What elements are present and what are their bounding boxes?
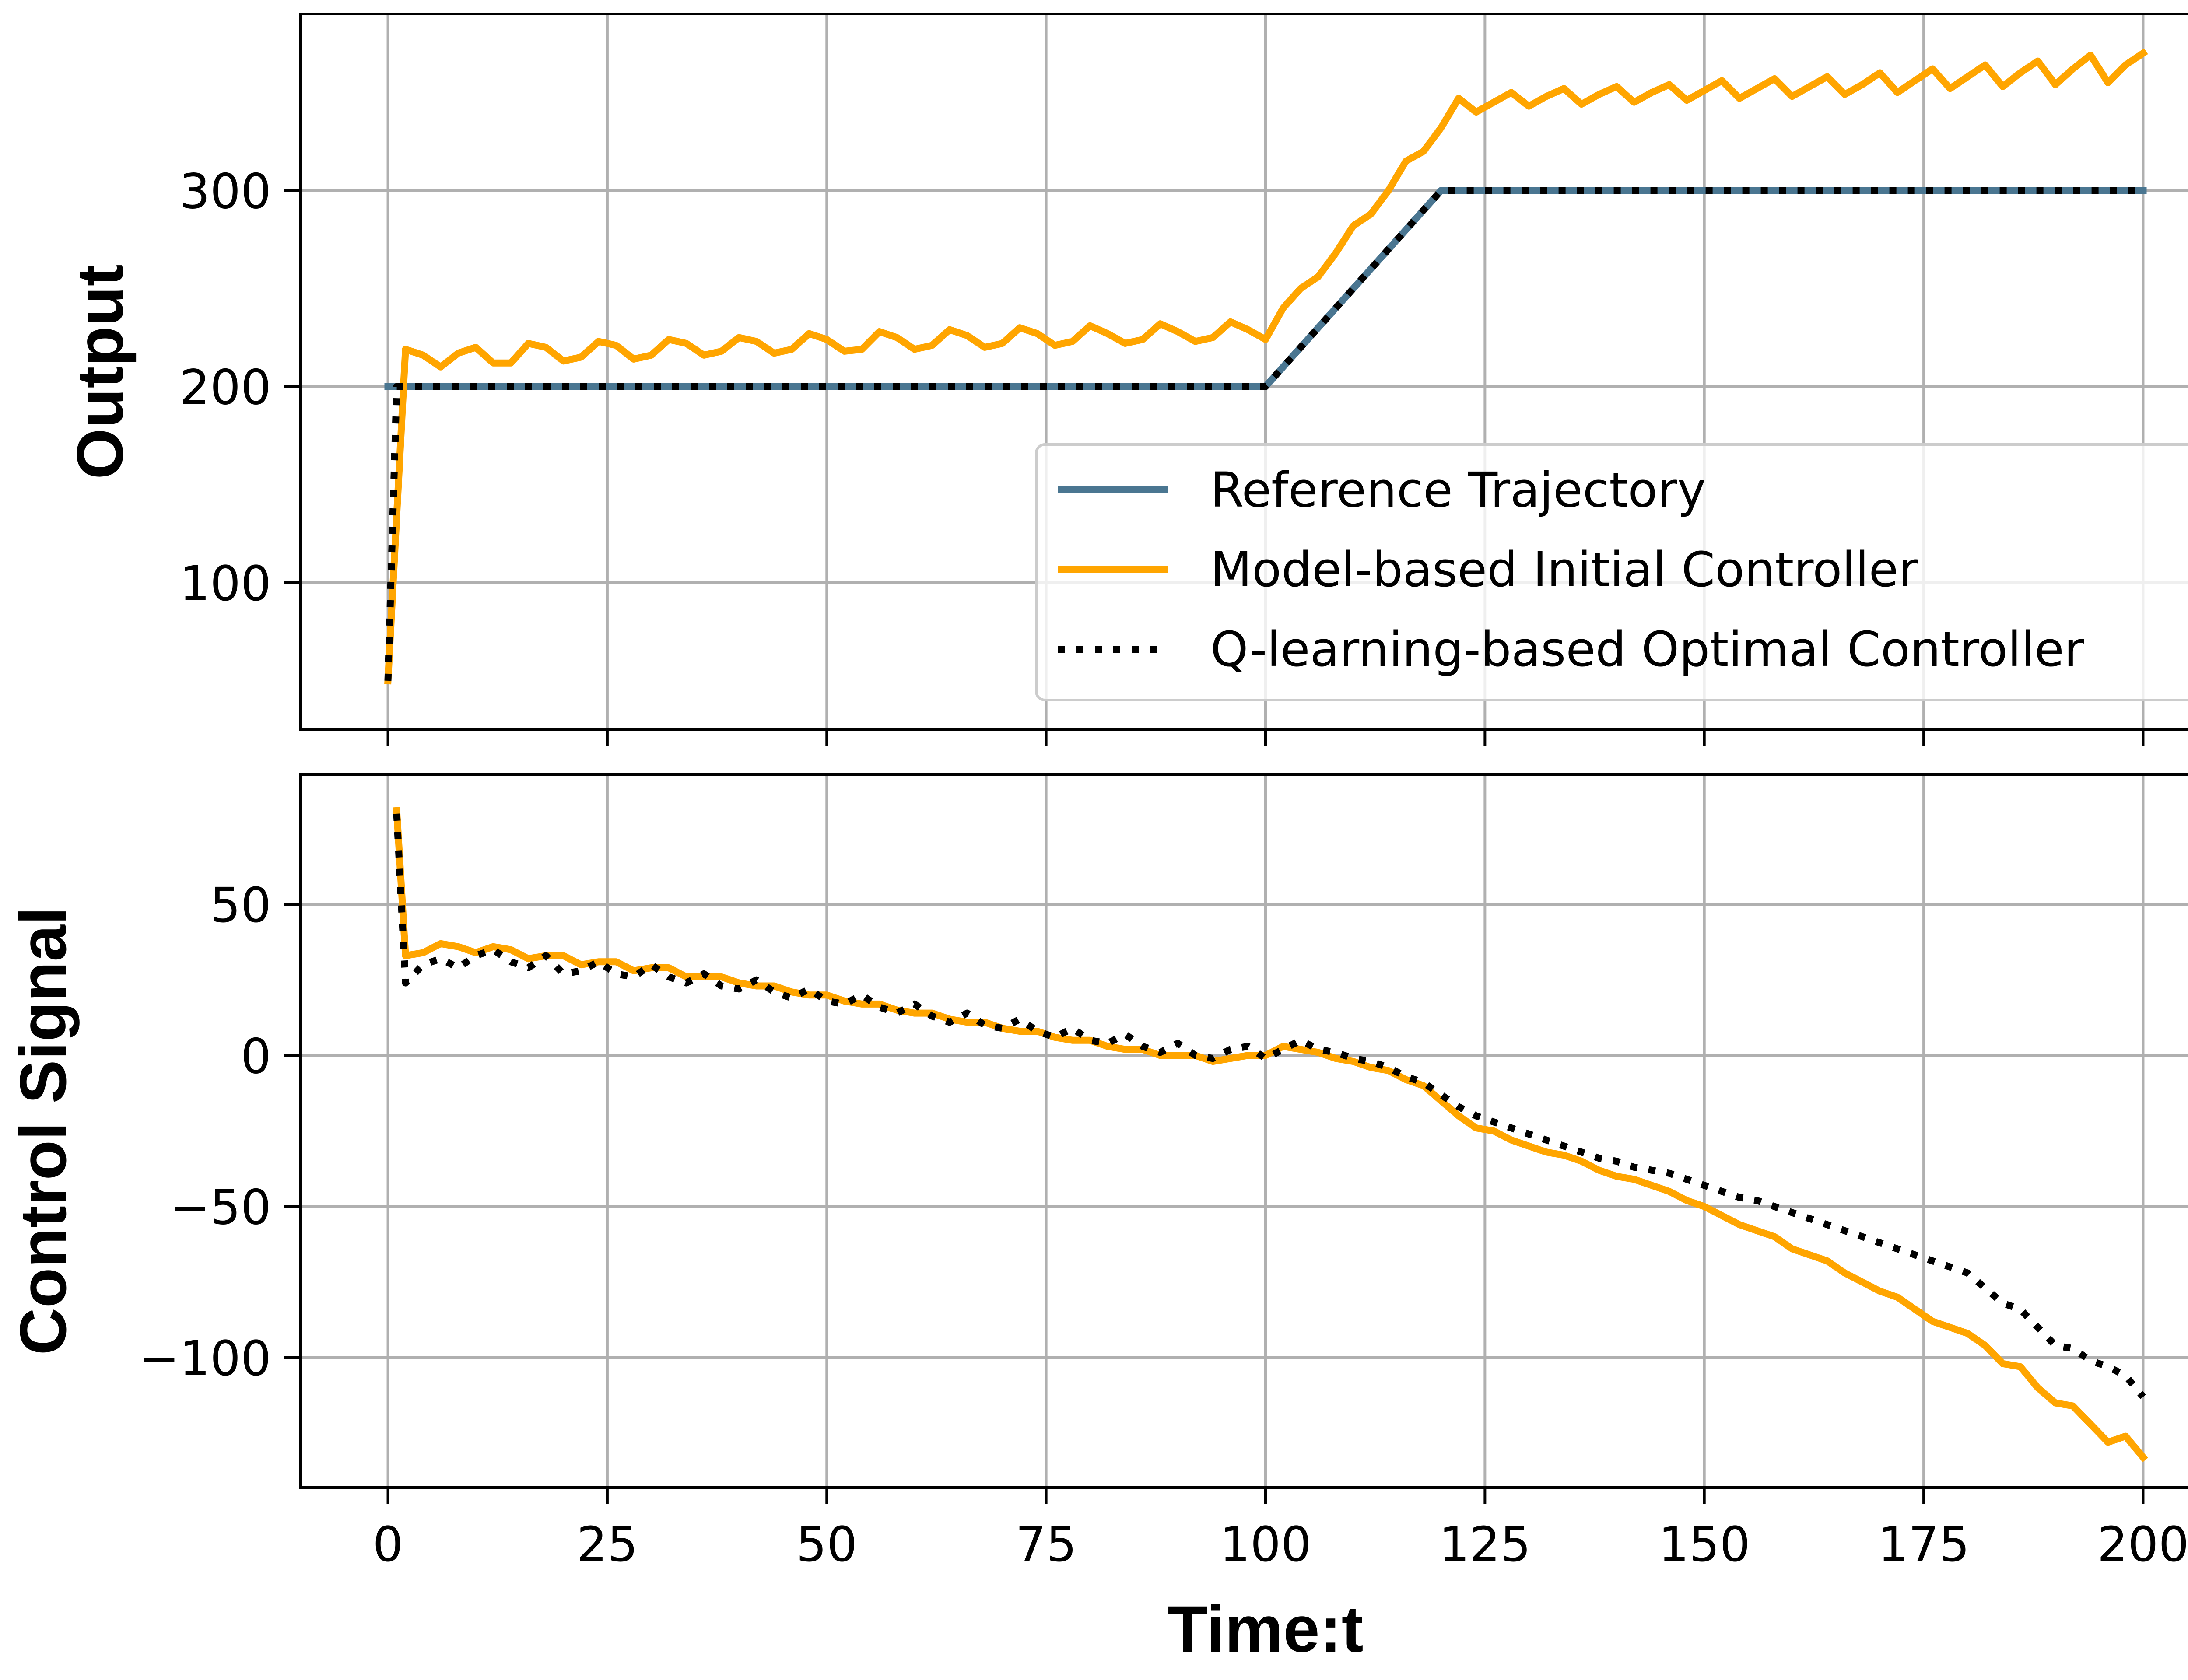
control-signal-y-tick-label: −50 bbox=[170, 1180, 271, 1236]
control-signal-y-axis-label: Control Signal bbox=[6, 907, 80, 1355]
output-ticks: 100 200 300 bbox=[179, 163, 2145, 746]
legend-label-reference-trajectory: Reference Trajectory bbox=[1210, 462, 1706, 518]
control-signal-x-tick-label: 200 bbox=[2097, 1516, 2188, 1572]
control-signal-ticks: 0 25 50 75 100 125 150 175 200 −100 −50 0 50 bbox=[139, 877, 2188, 1572]
control-signal-x-tick-label: 125 bbox=[1439, 1516, 1531, 1572]
control-signal-series-model-based-initial-controller bbox=[393, 807, 2148, 1463]
output-panel: 100 200 300 Output Reference Trajectory Mo… bbox=[63, 13, 2188, 746]
control-signal-series bbox=[393, 807, 2148, 1463]
output-series-model-based-initial-controller bbox=[384, 48, 2148, 685]
control-signal-x-tick-label: 100 bbox=[1220, 1516, 1311, 1572]
control-signal-grid bbox=[300, 774, 2188, 1488]
output-series-q-learning-based-optimal-controller bbox=[384, 187, 2143, 681]
control-signal-y-tick-label: 50 bbox=[210, 877, 271, 933]
time-x-axis-label: Time:t bbox=[1168, 1592, 1363, 1666]
legend-label-model-based-initial-controller: Model-based Initial Controller bbox=[1210, 542, 1918, 598]
control-signal-x-tick-label: 175 bbox=[1878, 1516, 1970, 1572]
control-signal-x-tick-label: 75 bbox=[1016, 1516, 1077, 1572]
control-signal-panel: 0 25 50 75 100 125 150 175 200 −100 −50 0 50 Control… bbox=[6, 773, 2188, 1666]
control-signal-y-tick-label: −100 bbox=[139, 1330, 271, 1386]
output-y-tick-label: 300 bbox=[179, 163, 271, 219]
legend-label-q-learning-based-optimal-controller: Q-learning-based Optimal Controller bbox=[1210, 621, 2084, 677]
legend-box bbox=[1035, 443, 2188, 701]
legend: Reference Trajectory Model-based Initial… bbox=[1035, 443, 2188, 701]
control-signal-x-tick-label: 150 bbox=[1659, 1516, 1750, 1572]
control-signal-x-tick-label: 25 bbox=[577, 1516, 638, 1572]
output-series bbox=[384, 48, 2148, 685]
control-signal-x-tick-label: 0 bbox=[373, 1516, 403, 1572]
output-y-tick-label: 100 bbox=[179, 556, 271, 612]
output-y-tick-label: 200 bbox=[179, 360, 271, 416]
control-signal-y-tick-label: 0 bbox=[241, 1028, 271, 1084]
output-y-axis-label: Output bbox=[63, 264, 137, 479]
control-signal-x-tick-label: 50 bbox=[796, 1516, 857, 1572]
